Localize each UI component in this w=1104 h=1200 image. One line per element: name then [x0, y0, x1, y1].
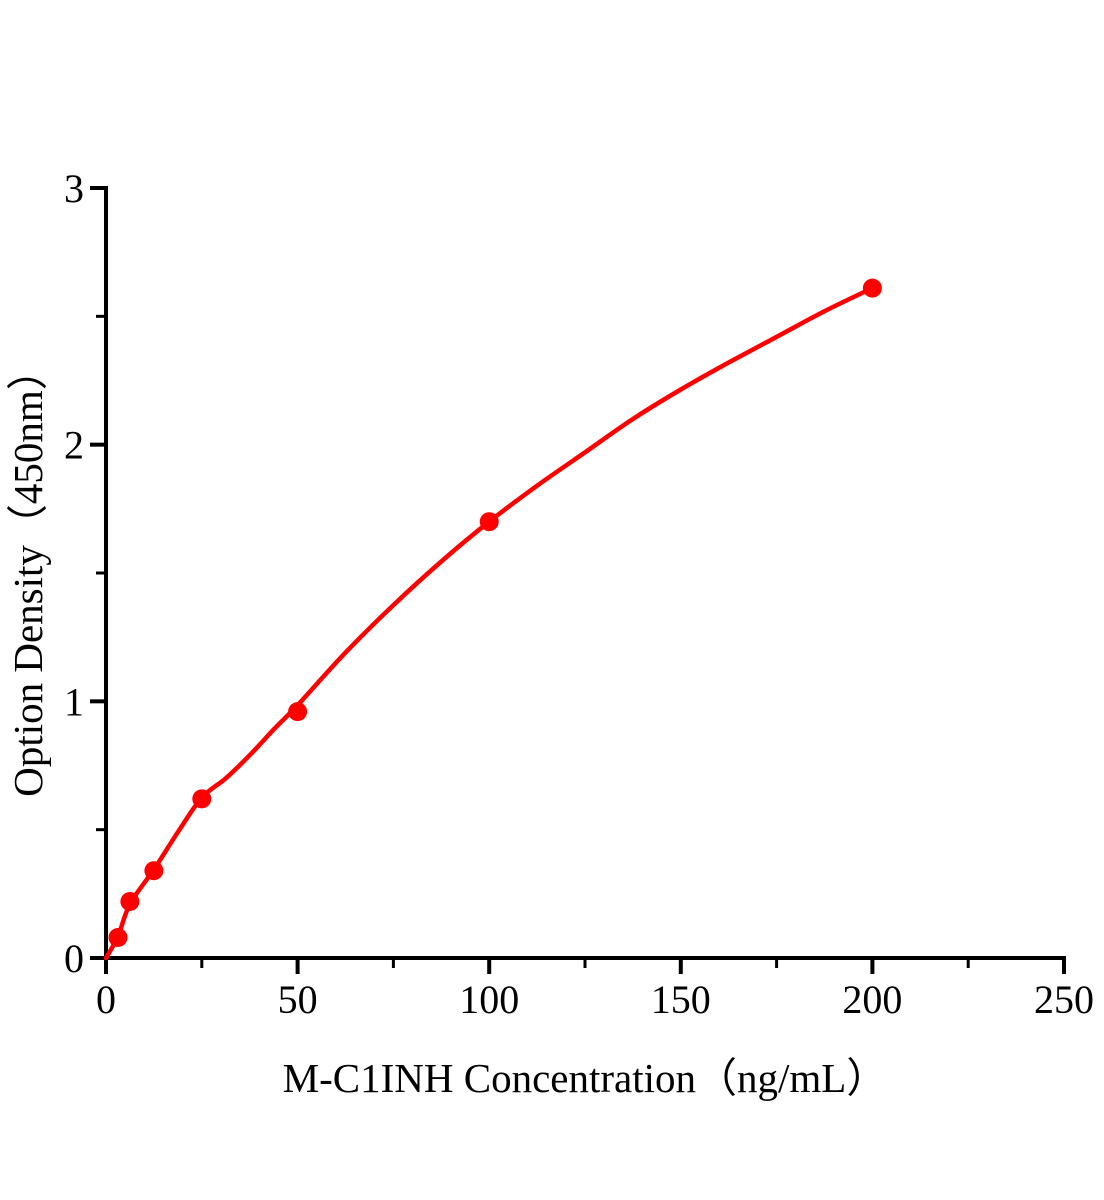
series-layer	[103, 278, 882, 961]
x-tick-label: 100	[459, 977, 519, 1022]
x-tick-label: 150	[651, 977, 711, 1022]
data-point	[120, 892, 140, 911]
y-axis-title: Option Density（450nm）	[5, 349, 51, 797]
data-point	[108, 928, 128, 947]
data-point	[479, 512, 499, 532]
y-tick-label: 1	[64, 679, 84, 724]
ticks-layer	[90, 186, 1066, 974]
data-point	[192, 789, 212, 809]
tick-labels-layer: 0 50 100 150 200 250 0 1 2 3	[64, 166, 1094, 1022]
x-axis-title: M-C1INH Concentration（ng/mL）	[283, 1055, 888, 1101]
x-tick-label: 0	[96, 977, 116, 1022]
fit-curve	[103, 285, 875, 961]
y-tick-label: 3	[64, 166, 84, 211]
data-point	[144, 861, 164, 881]
data-point	[288, 702, 308, 722]
axes-layer	[104, 186, 1066, 960]
x-tick-label: 50	[278, 977, 318, 1022]
y-tick-label: 0	[64, 936, 84, 981]
x-tick-label: 250	[1034, 977, 1094, 1022]
data-point	[862, 278, 882, 298]
x-tick-label: 200	[842, 977, 902, 1022]
y-tick-label: 2	[64, 423, 84, 468]
